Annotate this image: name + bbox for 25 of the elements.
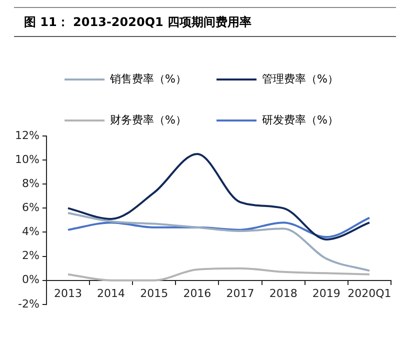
x-tick-label: 2015 xyxy=(140,286,168,300)
line-series xyxy=(66,267,370,282)
x-tick-label: 2014 xyxy=(97,286,126,300)
y-tick-label: 6% xyxy=(22,201,40,214)
legend-label: 财务费率（%） xyxy=(110,113,186,126)
legend-label: 销售费率（%） xyxy=(109,72,186,86)
y-tick-label: -2% xyxy=(18,297,40,310)
y-tick-label: 8% xyxy=(22,176,40,190)
chart-title: 图 11： 2013-2020Q1 四项期间费用率 xyxy=(14,7,396,37)
legend-label: 管理费率（%） xyxy=(262,72,338,86)
y-tick-label: 2% xyxy=(22,249,40,262)
x-tick-label: 2013 xyxy=(54,286,82,300)
line-series xyxy=(66,212,370,272)
line-series xyxy=(66,153,370,240)
y-tick-label: 0% xyxy=(22,273,40,286)
x-tick-label: 2019 xyxy=(312,286,340,300)
x-tick-label: 2018 xyxy=(269,286,298,300)
x-tick-label: 2020Q1 xyxy=(348,286,392,300)
x-tick-label: 2016 xyxy=(183,286,212,300)
y-tick-label: 10% xyxy=(14,152,40,166)
line-series xyxy=(66,216,370,238)
x-tick-label: 2017 xyxy=(226,286,254,300)
y-tick-label: 12% xyxy=(14,128,40,142)
y-tick-label: 4% xyxy=(22,225,40,238)
legend-label: 研发费率（%） xyxy=(262,113,338,126)
